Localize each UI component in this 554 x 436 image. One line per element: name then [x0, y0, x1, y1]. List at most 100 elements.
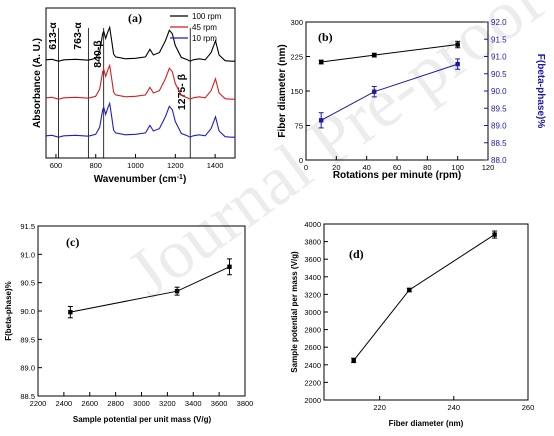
y-tick-label: 3400 — [304, 273, 321, 282]
panel-c-label: (c) — [66, 235, 79, 249]
x-tick-label: 2200 — [30, 399, 47, 408]
data-point — [174, 288, 180, 294]
x-tick-label: 60 — [393, 163, 401, 172]
data-point — [227, 264, 232, 269]
x-tick-label: 800 — [89, 161, 102, 170]
x-tick-label: 1200 — [167, 161, 184, 170]
data-point — [492, 232, 497, 237]
legend-label: 45 rpm — [192, 23, 217, 32]
panel-a-xlabel: Wavenumber (cm-1) — [94, 174, 187, 186]
y-tick-label: 91.0 — [20, 250, 35, 259]
series-line — [353, 234, 495, 361]
panel-b-ylabel-right: F(beta-phase)% — [535, 54, 546, 129]
y-tick-label: 2600 — [304, 343, 321, 352]
panel-b: 0 20 40 60 80 100 120 0 75 150 225 300 88.0 88.5 89.0 8… — [277, 18, 546, 181]
y-right-tick-label: 90.5 — [491, 70, 507, 79]
x-tick-label: 1400 — [207, 161, 224, 170]
panel-d-xlabel: Fiber diameter (nm) — [389, 419, 464, 428]
y-tick-label: 3800 — [304, 238, 321, 247]
spectrum-line — [45, 25, 235, 62]
y-tick-label: 3200 — [304, 290, 321, 299]
panel-a-frame — [45, 7, 236, 159]
panel-d-ylabel: Sample potential per mass (V/g) — [290, 251, 299, 373]
y-tick-label: 2000 — [304, 396, 321, 405]
panel-b-xlabel: Rotations per minute (rpm) — [333, 170, 461, 181]
data-point — [68, 309, 73, 315]
data-point — [351, 358, 356, 363]
y-tick-label: 300 — [290, 18, 303, 27]
y-right-tick-label: 89.5 — [491, 104, 507, 113]
data-point — [372, 52, 377, 58]
y-tick-label: 150 — [290, 87, 303, 96]
panel-b-marks: 0 20 40 60 80 100 120 0 75 150 225 300 88.0 88.5 89.0 8… — [290, 18, 507, 172]
y-tick-label: 3600 — [304, 255, 321, 264]
data-point — [455, 61, 460, 67]
y-right-tick-label: 89.0 — [491, 122, 507, 131]
x-tick-label: 3600 — [211, 399, 228, 408]
y-right-tick-label: 91.0 — [491, 53, 507, 62]
x-tick-label: 3000 — [133, 399, 150, 408]
y-right-tick-label: 88.0 — [491, 156, 507, 165]
peak-annotation: 1275- β — [176, 73, 188, 110]
y-right-tick-label: 92.0 — [491, 18, 507, 27]
panel-d-label: (d) — [349, 247, 364, 261]
x-tick-label: 260 — [522, 403, 535, 412]
y-tick-label: 91.5 — [20, 222, 35, 231]
y-right-tick-label: 90.0 — [491, 87, 507, 96]
x-tick-label: 20 — [332, 163, 340, 172]
y-tick-label: 4000 — [304, 220, 321, 229]
y-right-tick-label: 91.5 — [491, 35, 507, 44]
spectrum-line — [45, 63, 235, 100]
panel-a-label: (a) — [128, 11, 142, 25]
x-tick-label: 0 — [304, 163, 308, 172]
data-point — [407, 287, 412, 293]
x-tick-label: 3200 — [159, 399, 176, 408]
y-tick-label: 88.5 — [20, 392, 35, 401]
panel-c-marks: 2200 2400 2600 2800 3000 3200 3400 3600 3800 88.5… — [20, 222, 253, 408]
panel-d: 220 240 260 2000 2200 2400 2600 2800 3000 3200 340… — [290, 220, 534, 428]
x-tick-label: 100 — [451, 163, 464, 172]
y-tick-label: 89.5 — [20, 335, 35, 344]
x-tick-label: 40 — [362, 163, 370, 172]
y-tick-label: 2800 — [304, 326, 321, 335]
legend-label: 100 rpm — [192, 12, 222, 21]
panel-c: 2200 2400 2600 2800 3000 3200 3400 3600 3800 88.5… — [4, 222, 253, 424]
x-tick-label: 80 — [423, 163, 431, 172]
x-tick-label: 1000 — [127, 161, 144, 170]
y-tick-label: 90.0 — [20, 307, 35, 316]
x-tick-label: 3400 — [185, 399, 202, 408]
x-tick-label: 220 — [373, 403, 386, 412]
y-tick-label: 0 — [299, 156, 303, 165]
data-point — [318, 118, 324, 123]
panel-d-marks: 220 240 260 2000 2200 2400 2600 2800 3000 3200 340… — [304, 220, 534, 412]
data-point — [318, 59, 324, 65]
y-tick-label: 3000 — [304, 308, 321, 317]
data-point — [455, 42, 460, 47]
panel-b-ylabel: Fiber diameter (nm) — [277, 44, 288, 137]
y-tick-label: 90.5 — [20, 279, 35, 288]
peak-annotation: 613-α — [47, 22, 59, 50]
y-tick-label: 2200 — [304, 378, 321, 387]
y-tick-label: 89.0 — [20, 364, 35, 373]
panel-c-xlabel: Sample potential per unit mass (V/g) — [73, 415, 212, 424]
y-tick-label: 75 — [295, 122, 303, 131]
x-tick-label: 120 — [482, 163, 495, 172]
x-tick-label: 2600 — [81, 399, 98, 408]
data-point — [372, 89, 377, 94]
x-tick-label: 3800 — [237, 399, 254, 408]
panel-a-ylabel: Absorbance (A. U.) — [32, 38, 43, 128]
y-right-tick-label: 88.5 — [491, 139, 507, 148]
x-tick-label: 600 — [50, 161, 63, 170]
x-tick-label: 240 — [448, 403, 461, 412]
x-tick-label: 2400 — [56, 399, 73, 408]
peak-annotation: 763-α — [72, 22, 84, 50]
y-tick-label: 2400 — [304, 361, 321, 370]
panel-b-label: (b) — [318, 30, 333, 44]
y-tick-label: 225 — [290, 53, 303, 62]
spectrum-line — [45, 101, 235, 138]
legend-label: 10 rpm — [192, 34, 217, 43]
panel-c-ylabel: F(beta-phase)% — [4, 281, 13, 341]
